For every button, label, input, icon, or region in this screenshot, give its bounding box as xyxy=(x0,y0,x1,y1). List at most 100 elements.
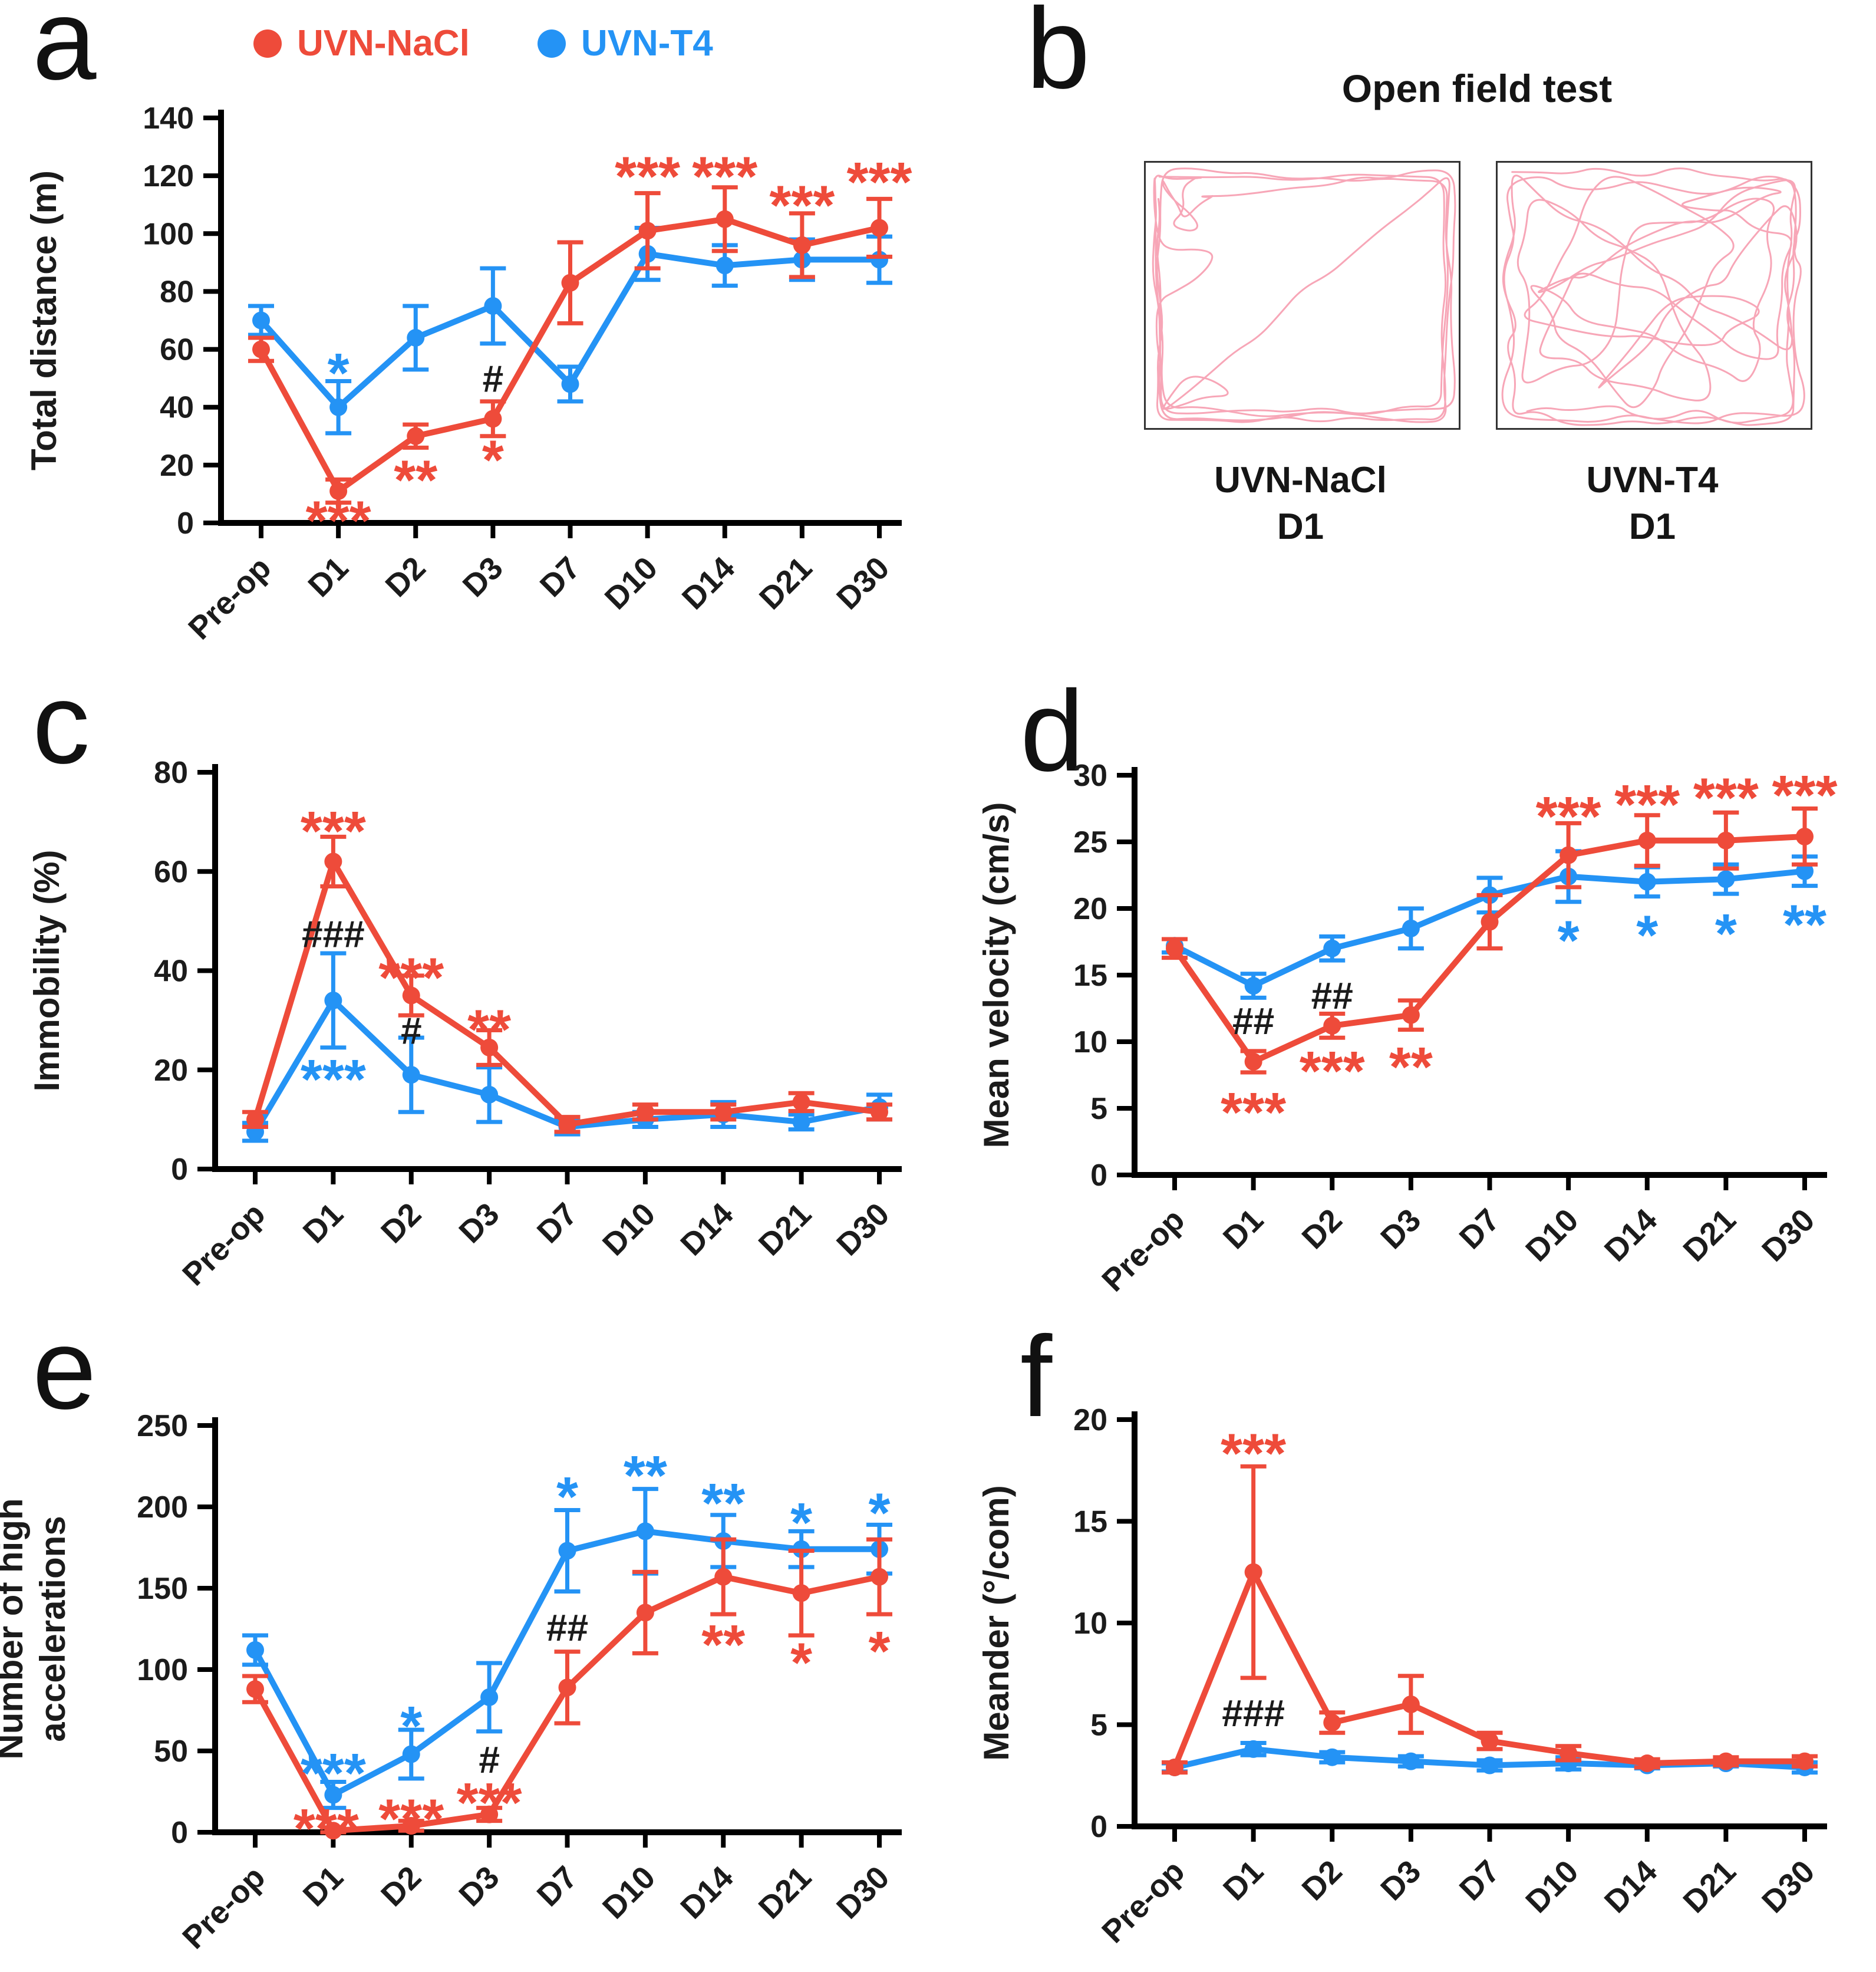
svg-text:D14: D14 xyxy=(675,550,741,616)
svg-text:*: * xyxy=(790,1631,812,1694)
svg-text:##: ## xyxy=(546,1606,588,1649)
svg-text:*: * xyxy=(400,1695,422,1757)
svg-text:*: * xyxy=(790,1492,812,1554)
svg-text:**: ** xyxy=(624,1444,667,1507)
panel-c: c 0 20 40 60 80 Pre-op D1 D2 D3 D7 D10 D14 D21 D30 Imm… xyxy=(0,657,938,1315)
svg-text:**: ** xyxy=(1783,893,1826,956)
svg-text:***: *** xyxy=(457,1772,522,1834)
svg-text:0: 0 xyxy=(1090,1810,1107,1844)
svg-text:**: ** xyxy=(394,449,437,512)
svg-text:100: 100 xyxy=(143,217,194,251)
panel-f-letter: f xyxy=(1020,1312,1053,1441)
svg-text:D21: D21 xyxy=(752,1196,818,1262)
chart-meander: 0 5 10 15 20 Pre-op D1 D2 D3 D7 D10 D14 D21 D30 Meande… xyxy=(977,1403,1827,1950)
svg-text:0: 0 xyxy=(171,1153,188,1187)
svg-text:D1: D1 xyxy=(296,1196,350,1250)
svg-text:200: 200 xyxy=(137,1490,188,1525)
panel-f: f 0 5 10 15 20 Pre-op D1 D2 D3 D7 D10 D14 D21 D30 Mean… xyxy=(938,1315,1876,1972)
svg-text:120: 120 xyxy=(143,159,194,193)
svg-text:##: ## xyxy=(1232,1000,1274,1042)
svg-text:D10: D10 xyxy=(1519,1854,1585,1920)
svg-text:D2: D2 xyxy=(374,1859,428,1913)
svg-text:D7: D7 xyxy=(530,1196,584,1250)
svg-text:Immobility (%): Immobility (%) xyxy=(27,850,67,1091)
svg-text:D2: D2 xyxy=(374,1196,428,1250)
svg-text:25: 25 xyxy=(1073,825,1107,860)
svg-text:D14: D14 xyxy=(674,1859,740,1925)
svg-text:250: 250 xyxy=(137,1409,188,1443)
trace-group-name: UVN-T4 xyxy=(1586,460,1719,501)
svg-text:D7: D7 xyxy=(533,550,587,604)
chart-immobility: 0 20 40 60 80 Pre-op D1 D2 D3 D7 D10 D14 D21 D30 Immob… xyxy=(27,756,902,1292)
panel-a: a UVN-NaCl UVN-T4 0 20 40 60 80 100 120 140 Pre-… xyxy=(0,0,938,657)
svg-text:D21: D21 xyxy=(1676,1202,1742,1268)
svg-text:Pre-op: Pre-op xyxy=(176,1859,272,1955)
svg-text:***: *** xyxy=(294,1797,359,1860)
svg-text:50: 50 xyxy=(154,1734,188,1769)
svg-text:*: * xyxy=(869,1620,891,1683)
svg-text:D3: D3 xyxy=(1374,1854,1427,1907)
svg-text:D30: D30 xyxy=(1755,1202,1821,1268)
svg-text:0: 0 xyxy=(177,506,194,541)
svg-text:D1: D1 xyxy=(1216,1854,1270,1907)
svg-text:#: # xyxy=(401,1009,422,1052)
svg-text:D10: D10 xyxy=(1519,1202,1585,1268)
svg-text:D30: D30 xyxy=(830,550,896,616)
svg-text:Pre-op: Pre-op xyxy=(182,550,278,646)
svg-text:*: * xyxy=(482,429,504,491)
svg-text:***: *** xyxy=(615,145,680,208)
svg-text:D30: D30 xyxy=(830,1859,896,1925)
svg-text:*: * xyxy=(1558,909,1580,972)
trace-label-uvn-nacl: UVN-NaCl D1 xyxy=(1144,457,1457,551)
svg-text:D30: D30 xyxy=(830,1196,896,1262)
legend-label: UVN-NaCl xyxy=(297,23,470,64)
svg-text:*: * xyxy=(1636,904,1658,966)
trace-box-uvn-t4 xyxy=(1496,161,1812,430)
chart-total-distance: 0 20 40 60 80 100 120 140 Pre-op D1 D2 D3 D7 D10 D14 D2… xyxy=(24,101,912,646)
svg-text:Mean velocity (cm/s): Mean velocity (cm/s) xyxy=(977,802,1016,1148)
svg-text:#: # xyxy=(479,1739,500,1781)
svg-text:D7: D7 xyxy=(1453,1202,1506,1256)
svg-text:D3: D3 xyxy=(1374,1202,1427,1256)
svg-text:D7: D7 xyxy=(1453,1854,1506,1907)
panel-e-letter: e xyxy=(32,1305,97,1433)
svg-text:#: # xyxy=(483,358,504,400)
legend-dot-icon xyxy=(253,29,282,58)
svg-text:Pre-op: Pre-op xyxy=(1095,1202,1191,1298)
panel-e: e 0 50 100 150 200 250 Pre-op D1 D2 D3 D7 D10 D14 D21… xyxy=(0,1305,938,1972)
svg-text:***: *** xyxy=(306,489,371,552)
trace-day: D1 xyxy=(1277,506,1324,548)
chart-mean-velocity: 0 5 10 15 20 25 30 Pre-op D1 D2 D3 D7 D10 D14 D21 D30 Me… xyxy=(977,759,1838,1298)
trace-box-uvn-nacl xyxy=(1144,161,1460,430)
legend: UVN-NaCl UVN-T4 xyxy=(253,22,713,64)
legend-dot-icon xyxy=(537,29,566,58)
svg-text:###: ### xyxy=(302,913,365,955)
svg-text:***: *** xyxy=(847,151,912,213)
svg-text:D3: D3 xyxy=(452,1859,506,1913)
svg-text:10: 10 xyxy=(1073,1606,1107,1641)
svg-text:D2: D2 xyxy=(1295,1202,1349,1256)
panel-b: b Open field test UVN-NaCl D1 UVN-T4 D1 xyxy=(938,0,1876,657)
svg-text:**: ** xyxy=(701,1614,745,1676)
svg-text:Pre-op: Pre-op xyxy=(1095,1854,1191,1950)
svg-text:D1: D1 xyxy=(296,1859,350,1913)
svg-text:*: * xyxy=(328,342,350,404)
panel-d: d 0 5 10 15 20 25 30 Pre-op D1 D2 D3 D7 D10 D14 D21 D30… xyxy=(938,657,1876,1315)
svg-text:D1: D1 xyxy=(1216,1202,1270,1256)
svg-text:D10: D10 xyxy=(596,1859,662,1925)
svg-text:0: 0 xyxy=(1090,1158,1107,1193)
trace-day: D1 xyxy=(1628,506,1676,548)
svg-text:D21: D21 xyxy=(753,550,819,616)
svg-text:***: *** xyxy=(692,145,757,208)
svg-text:D10: D10 xyxy=(598,550,664,616)
svg-text:***: *** xyxy=(1772,764,1838,827)
svg-text:D21: D21 xyxy=(752,1859,818,1925)
svg-text:30: 30 xyxy=(1073,759,1107,793)
svg-text:40: 40 xyxy=(154,954,188,989)
svg-text:60: 60 xyxy=(160,333,194,367)
svg-text:5: 5 xyxy=(1090,1092,1107,1126)
svg-text:40: 40 xyxy=(160,391,194,425)
svg-text:***: *** xyxy=(1221,1081,1286,1144)
svg-text:D1: D1 xyxy=(301,550,355,604)
panel-a-letter: a xyxy=(32,0,97,104)
